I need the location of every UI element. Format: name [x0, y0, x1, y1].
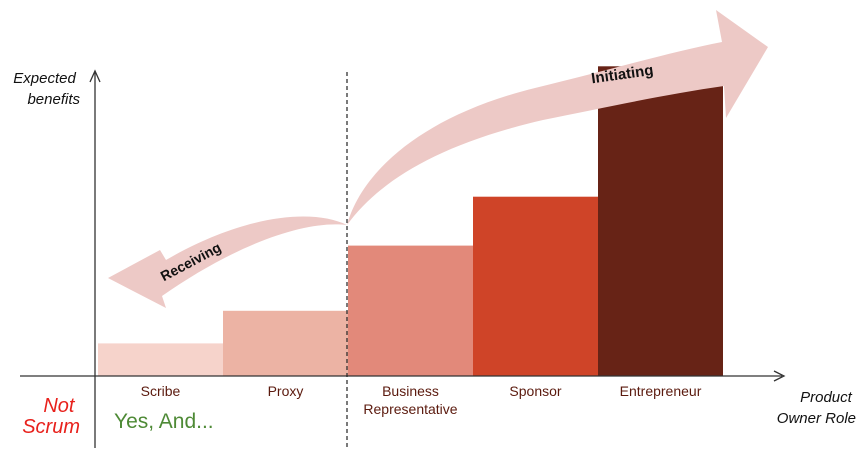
- y-axis-title-line-2: benefits: [27, 91, 80, 108]
- bar-entrepreneur: [598, 66, 723, 377]
- category-labels: Scribe Proxy Business Representative Sponsor…: [141, 383, 702, 417]
- receiving-arrow: [108, 216, 347, 308]
- not-scrum-line-2: Scrum: [22, 416, 80, 438]
- category-label-line: Business: [382, 383, 439, 399]
- category-label-line: Representative: [363, 401, 457, 417]
- bar-sponsor: [473, 196, 598, 376]
- bar-proxy: [223, 310, 348, 376]
- not-scrum-line-1: Not: [43, 395, 76, 417]
- category-label-entrepreneur: Entrepreneur: [620, 383, 702, 399]
- x-axis-title: Product Owner Role: [777, 389, 856, 427]
- category-label-line: Proxy: [268, 383, 304, 399]
- initiating-arrow: [347, 10, 768, 225]
- yes-and-label: Yes, And...: [114, 410, 214, 433]
- y-axis-title: Expected benefits: [13, 70, 80, 108]
- y-axis-title-line-1: Expected: [13, 70, 76, 87]
- category-label-proxy: Proxy: [268, 383, 304, 399]
- category-label-business-representative: Business Representative: [363, 383, 457, 417]
- bars-group: [98, 66, 723, 377]
- not-scrum-label: Not Scrum: [22, 395, 80, 438]
- x-axis-arrowhead: [773, 370, 786, 382]
- category-label-scribe: Scribe: [141, 383, 181, 399]
- category-label-line: Scribe: [141, 383, 181, 399]
- bar-business-representative: [348, 245, 473, 376]
- bar-scribe: [98, 343, 223, 376]
- category-label-line: Entrepreneur: [620, 383, 702, 399]
- category-label-line: Sponsor: [509, 383, 561, 399]
- category-label-sponsor: Sponsor: [509, 383, 561, 399]
- x-axis-title-line-2: Owner Role: [777, 410, 856, 427]
- y-axis-arrowhead: [89, 69, 101, 83]
- x-axis-title-line-1: Product: [800, 389, 853, 406]
